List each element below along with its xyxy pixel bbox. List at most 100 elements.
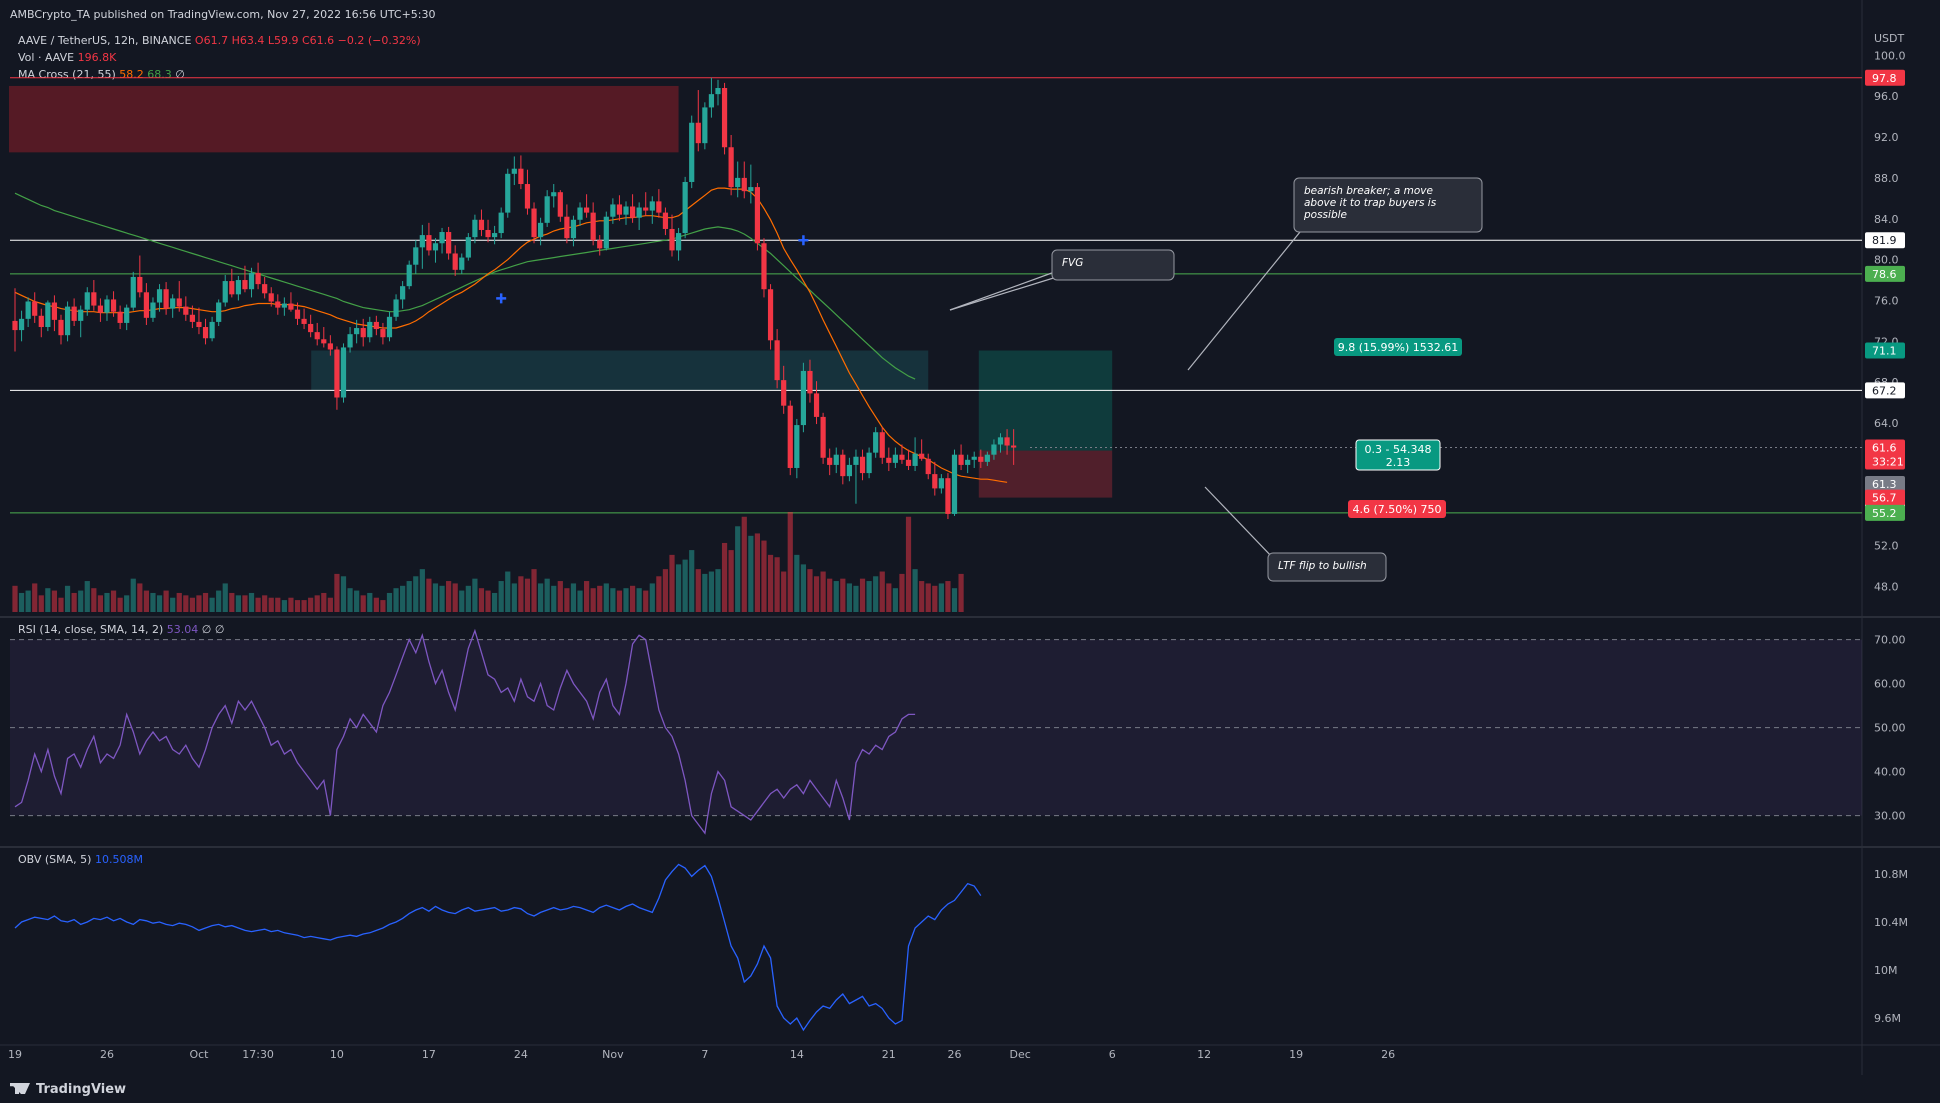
publisher-line: AMBCrypto_TA published on TradingView.co… [10,8,436,21]
candle-body [991,444,997,455]
volume-bar [807,569,813,612]
candle-body [551,192,557,197]
candle-body [932,474,938,489]
price-label-1: 81.9 [1872,234,1897,247]
volume-bar [754,533,761,612]
volume-bar [110,590,117,612]
volume-bar [643,590,649,612]
candle-body [570,219,577,239]
price-label-bg [1865,382,1905,399]
candle-body [886,457,892,463]
ma-cross-marker [496,293,507,304]
candle-body [301,318,307,324]
time-tick-label: 12 [1197,1048,1211,1061]
candle-body [314,332,320,340]
volume-bar [235,595,241,612]
tradingview-logo[interactable]: TradingView [10,1082,126,1097]
candle-body [702,107,708,144]
price-tick-label: 76.0 [1874,294,1899,307]
position-mid-label-text: 2.13 [1386,456,1411,469]
price-label-bg [1865,69,1905,86]
volume-bar [866,581,872,612]
volume-bar [610,588,616,612]
volume-bar [183,595,189,612]
candle-body [577,207,583,220]
rsi-legend[interactable]: RSI (14, close, SMA, 14, 2) 53.04 ∅ ∅ [18,623,224,636]
volume-bar [189,597,195,612]
time-tick-label: 24 [514,1048,528,1061]
volume-legend-label: Vol · AAVE [18,51,75,64]
candle-body [281,303,287,308]
volume-bar [209,597,215,612]
volume-bar [130,578,136,612]
volume-bar [380,600,386,612]
candle-body [242,280,248,290]
candle-body [406,264,412,287]
candle-body [110,299,117,312]
volume-bar [859,578,866,612]
candle-body [945,478,951,514]
candle-body [413,247,419,265]
volume-bar [38,595,44,612]
candle-body [354,328,360,335]
obv-legend-value: 10.508M [94,853,143,866]
candle-body [866,452,872,474]
candle-body [583,207,590,213]
candle-body [820,416,826,458]
candle-body [965,459,971,465]
ohlc-low: L59.9 [267,34,299,47]
volume-bar [373,597,379,612]
obv-legend[interactable]: OBV (SMA, 5) 10.508M [18,853,143,866]
candle-body [367,321,373,338]
volume-bar [45,588,51,612]
time-tick-label: 10 [330,1048,344,1061]
symbol-line: AAVE / TetherUS, 12h, BINANCE O61.7 H63.… [18,34,421,47]
obv-line [14,863,982,1032]
time-tick-label: 7 [701,1048,708,1061]
candle-body [472,219,478,238]
volume-legend[interactable]: Vol · AAVE 196.8K [18,51,116,64]
candle-body [873,432,879,453]
candle-body [557,192,563,217]
candle-body [262,284,268,294]
volume-bar [840,578,846,612]
candle-body [925,458,931,475]
position-stop-zone [978,450,1113,498]
zone-supply [9,85,679,153]
tradingview-logo-icon [10,1083,30,1094]
price-tick-label: 88.0 [1874,172,1899,185]
volume-bar [951,588,958,612]
tradingview-logo-text: TradingView [36,1082,127,1097]
time-tick-label: 26 [1381,1048,1395,1061]
volume-bar [689,550,695,612]
annotation-pointer [949,275,1061,311]
zone-fvg [311,350,929,391]
volume-bar [925,583,931,612]
candle-body [288,303,294,310]
candle-body [721,88,728,148]
candle-body [899,454,905,460]
volume-bar [557,581,563,612]
volume-bar [347,588,353,612]
publisher-text: AMBCrypto_TA published on TradingView.co… [10,8,436,21]
volume-bar [728,550,734,612]
candle-body [143,292,149,318]
volume-bar [446,581,452,612]
volume-bar [702,573,708,612]
candle-body [787,405,793,468]
rsi-tick-label: 30.00 [1874,810,1906,823]
volume-bar [551,585,557,612]
volume-bar [104,592,110,612]
symbol-text[interactable]: AAVE / TetherUS, 12h, BINANCE [18,34,192,47]
annotation-text: bearish breaker; a move [1304,185,1433,197]
time-tick-label: 21 [882,1048,896,1061]
price-label-4: 67.2 [1872,384,1897,397]
volume-bar [143,590,149,612]
candle-body [518,168,524,185]
volume-bar [170,597,176,612]
volume-bar [78,590,84,612]
price-label-bg [1865,504,1905,521]
price-label-bg [1865,489,1905,506]
price-label-6: 61.3 [1872,478,1897,491]
